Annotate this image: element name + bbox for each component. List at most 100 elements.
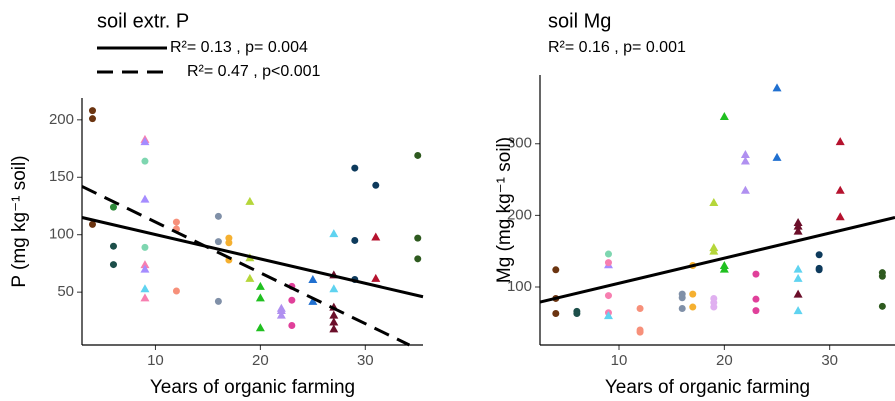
point: [689, 303, 697, 311]
y-axis-title: Mg (mg kg⁻¹ soil): [494, 137, 515, 283]
point: [689, 290, 697, 298]
y-axis-title: P (mg kg⁻¹ soil): [9, 155, 30, 287]
point: [276, 310, 286, 319]
point: [351, 164, 359, 172]
point: [329, 310, 339, 319]
point: [719, 112, 729, 121]
chart-title: soil Mg: [548, 10, 611, 32]
point: [772, 152, 782, 161]
point: [255, 293, 265, 302]
regression-line: [81, 216, 424, 299]
y-tick-label: 150: [49, 168, 74, 185]
point: [414, 151, 422, 159]
point: [678, 304, 686, 312]
point: [552, 309, 560, 317]
chart-title: soil extr. P: [97, 10, 189, 32]
point: [140, 293, 150, 302]
point: [719, 264, 729, 273]
point: [793, 289, 803, 298]
point: [878, 302, 886, 310]
point: [308, 296, 318, 305]
point: [835, 137, 845, 146]
x-tick-label: 10: [147, 352, 164, 369]
point: [793, 264, 803, 273]
point: [214, 238, 222, 246]
point: [109, 203, 117, 211]
point: [835, 212, 845, 221]
x-tick-label: 10: [611, 352, 628, 369]
regression-line: [81, 185, 411, 347]
regression-line: [539, 216, 895, 304]
legend-label: R²= 0.13 , p= 0.004: [170, 39, 308, 56]
point: [678, 294, 686, 302]
y-tick-label: 100: [49, 226, 74, 243]
point: [255, 281, 265, 290]
point: [371, 273, 381, 282]
point: [88, 220, 96, 228]
point: [835, 185, 845, 194]
point: [140, 194, 150, 203]
point: [172, 218, 180, 226]
point: [288, 321, 296, 329]
x-tick-label: 30: [821, 352, 838, 369]
point: [288, 296, 296, 304]
point: [141, 157, 149, 165]
point: [793, 221, 803, 230]
point: [245, 273, 255, 282]
point: [752, 270, 760, 278]
point: [88, 115, 96, 123]
point: [772, 83, 782, 92]
point: [140, 264, 150, 273]
point: [793, 226, 803, 235]
point: [372, 181, 380, 189]
subtitle: R²= 0.16 , p= 0.001: [548, 39, 686, 56]
point: [604, 259, 612, 267]
point: [329, 317, 339, 326]
point: [109, 242, 117, 250]
point: [245, 196, 255, 205]
point: [604, 292, 612, 300]
point: [329, 324, 339, 333]
point: [329, 284, 339, 293]
point: [793, 306, 803, 315]
point: [414, 234, 422, 242]
point: [140, 260, 150, 269]
point: [740, 185, 750, 194]
x-axis-title: Years of organic farming: [605, 377, 810, 398]
point: [793, 273, 803, 282]
point: [573, 309, 581, 317]
y-tick-label: 50: [57, 283, 74, 300]
point: [752, 307, 760, 315]
point: [276, 306, 286, 315]
point: [878, 272, 886, 280]
point: [552, 266, 560, 274]
y-tick-label: 200: [507, 206, 532, 223]
legend-label: R²= 0.47 , p<0.001: [187, 63, 321, 80]
x-axis-title: Years of organic farming: [150, 377, 355, 398]
point: [308, 275, 318, 284]
point: [710, 303, 718, 311]
point: [815, 251, 823, 259]
point: [709, 246, 719, 255]
point: [329, 229, 339, 238]
point: [740, 149, 750, 158]
point: [414, 255, 422, 263]
point: [371, 232, 381, 241]
point: [603, 311, 613, 320]
point: [255, 323, 265, 332]
point: [141, 243, 149, 251]
point: [752, 295, 760, 303]
point: [351, 236, 359, 244]
point: [709, 197, 719, 206]
point: [109, 261, 117, 269]
x-tick-label: 20: [716, 352, 733, 369]
y-tick-label: 300: [507, 135, 532, 152]
point: [140, 284, 150, 293]
y-tick-label: 200: [49, 111, 74, 128]
point: [140, 137, 150, 146]
x-tick-label: 20: [252, 352, 269, 369]
point: [636, 304, 644, 312]
point: [225, 239, 233, 247]
point: [636, 328, 644, 336]
point: [214, 212, 222, 220]
